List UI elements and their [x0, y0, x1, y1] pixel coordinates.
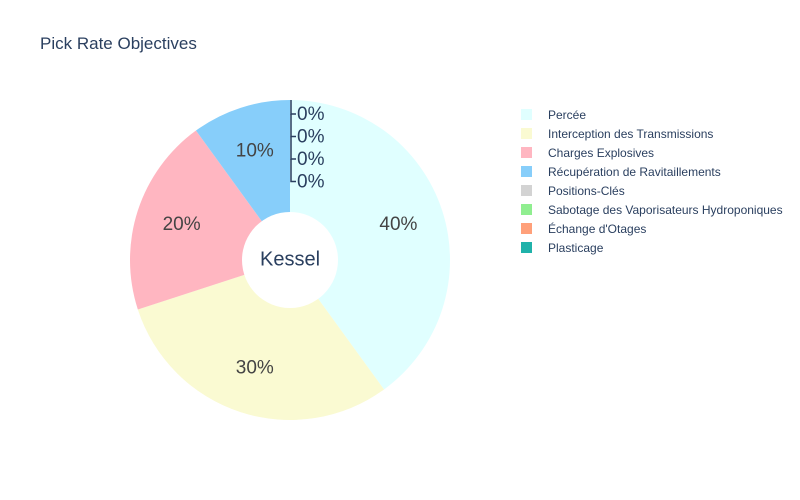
legend-item-sabotage-des-vaporisateurs-hydroponiques[interactable]: Sabotage des Vaporisateurs Hydroponiques [521, 200, 783, 219]
legend-item-plasticage[interactable]: Plasticage [521, 238, 783, 257]
slice-label-plasticage: 0% [297, 172, 325, 193]
legend-swatch [521, 128, 532, 139]
legend-label: Échange d'Otages [548, 221, 647, 236]
legend-item-recuperation-de-ravitaillements[interactable]: Récupération de Ravitaillements [521, 162, 783, 181]
legend-swatch [521, 185, 532, 196]
legend-item-positions-cles[interactable]: Positions-Clés [521, 181, 783, 200]
legend-swatch [521, 223, 532, 234]
slice-label-charges-explosives: 20% [163, 214, 201, 235]
legend-swatch [521, 147, 532, 158]
legend-label: Positions-Clés [548, 183, 625, 198]
leader-line-plasticage [290, 159, 296, 183]
legend-swatch [521, 109, 532, 120]
legend-label: Percée [548, 107, 587, 122]
legend-label: Charges Explosives [548, 145, 655, 160]
slice-label-percee: 40% [379, 214, 417, 235]
zero-value-labels: 0%0%0%0% [290, 100, 325, 193]
slice-label-echange-d-otages: 0% [297, 149, 325, 170]
legend-swatch [521, 204, 532, 215]
legend: Percée Interception des Transmissions Char… [521, 105, 783, 257]
legend-label: Interception des Transmissions [548, 126, 714, 141]
slice-label-positions-cles: 0% [297, 104, 325, 125]
slice-label-interception-des-transmissions: 30% [236, 357, 274, 378]
donut-hole [242, 212, 338, 308]
legend-swatch [521, 242, 532, 253]
pie-slice-interception-des-transmissions[interactable] [137, 260, 385, 421]
slice-label-recuperation-de-ravitaillements: 10% [236, 141, 274, 162]
legend-item-charges-explosives[interactable]: Charges Explosives [521, 143, 783, 162]
legend-swatch [521, 166, 532, 177]
slice-labels: 40% 30% 20% 10% [163, 141, 418, 379]
legend-label: Sabotage des Vaporisateurs Hydroponiques [548, 202, 783, 217]
legend-label: Récupération de Ravitaillements [548, 164, 721, 179]
chart-title: Pick Rate Objectives [40, 34, 197, 53]
legend-item-interception-des-transmissions[interactable]: Interception des Transmissions [521, 124, 783, 143]
legend-label: Plasticage [548, 240, 604, 255]
center-label: Kessel [260, 248, 320, 270]
slice-label-sabotage-des-vaporisateurs-hydroponiques: 0% [297, 127, 325, 148]
pie-slice-percee[interactable] [290, 100, 451, 390]
legend-item-echange-d-otages[interactable]: Échange d'Otages [521, 219, 783, 238]
legend-item-percee[interactable]: Percée [521, 105, 783, 124]
